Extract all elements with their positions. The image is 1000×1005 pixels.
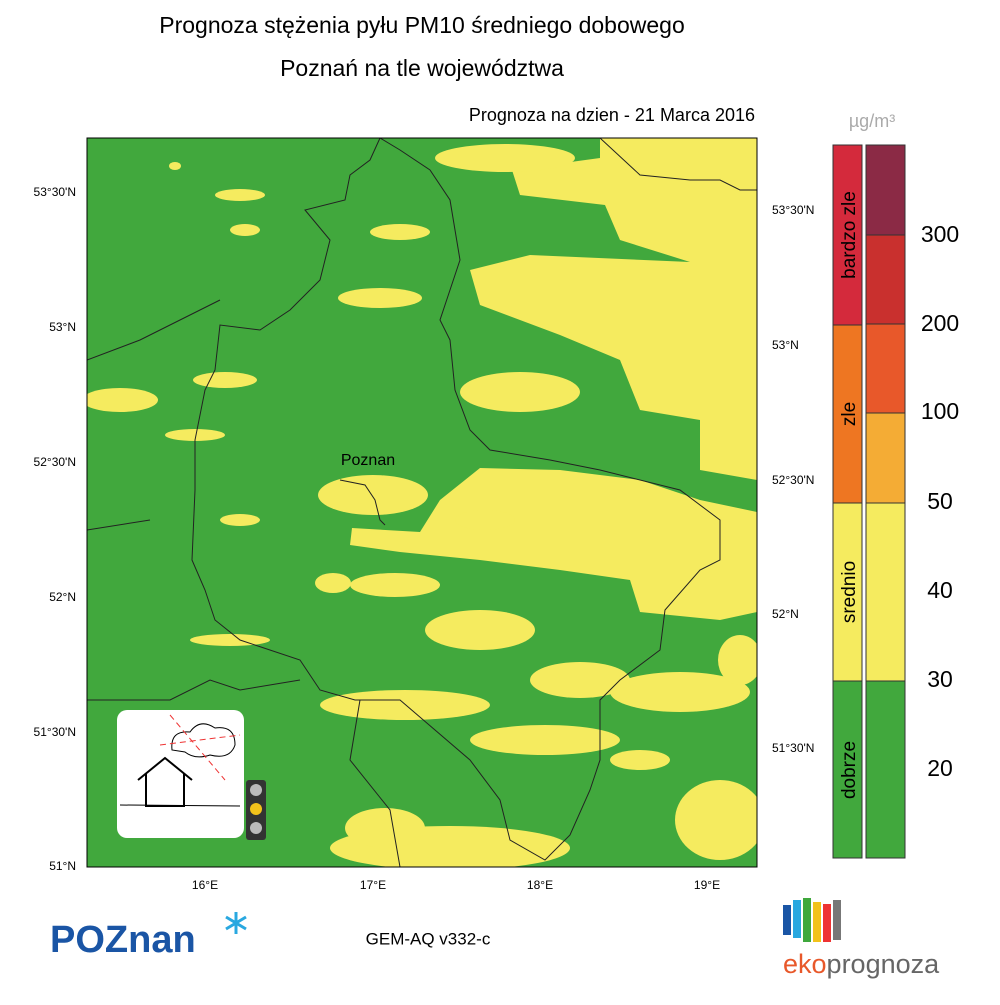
class-bar xyxy=(832,144,863,326)
logo-eko-a: eko xyxy=(783,949,827,979)
logo-star xyxy=(225,912,247,934)
lat-labels-left: 53°30'N 53°N 52°30'N 52°N 51°30'N 51°N xyxy=(34,185,76,873)
logo-poznan: POZnan xyxy=(50,919,196,961)
lon-label: 18°E xyxy=(527,878,553,892)
lat-label: 51°N xyxy=(49,859,76,873)
level-bar xyxy=(865,412,906,504)
lat-label: 53°N xyxy=(772,338,799,352)
inset-icon xyxy=(117,710,266,840)
class-bar xyxy=(832,680,863,859)
lat-label: 51°30'N xyxy=(772,741,814,755)
lat-label: 52°30'N xyxy=(772,473,814,487)
class-label: zle xyxy=(839,402,860,426)
legend: µg/m³ bardzo zle zle srednio dobrze 300 … xyxy=(832,111,959,859)
level-label: 100 xyxy=(921,398,959,424)
level-bar xyxy=(865,502,906,682)
title: Prognoza stężenia pyłu PM10 średniego do… xyxy=(159,12,685,38)
lon-labels: 16°E 17°E 18°E 19°E xyxy=(192,878,720,892)
map: Poznan 53°30'N 53°N 52°30'N 52°N 51°30'N… xyxy=(34,137,814,892)
level-bar xyxy=(865,234,906,325)
class-bar xyxy=(832,502,863,682)
class-bar xyxy=(832,324,863,504)
date: Prognoza na dzien - 21 Marca 2016 xyxy=(469,105,755,125)
lat-label: 52°N xyxy=(772,607,799,621)
level-label: 300 xyxy=(921,221,959,247)
logo-eko-bars xyxy=(783,898,841,942)
class-label: bardzo zle xyxy=(839,191,860,279)
subtitle: Poznań na tle województwa xyxy=(280,55,564,81)
city-label: Poznan xyxy=(341,452,395,469)
legend-unit: µg/m³ xyxy=(849,111,895,131)
level-bar xyxy=(865,144,906,236)
level-label: 50 xyxy=(927,488,953,514)
class-label: dobrze xyxy=(839,741,860,799)
level-label: 200 xyxy=(921,310,959,336)
lat-labels-right: 53°30'N 53°N 52°30'N 52°N 51°30'N xyxy=(772,203,814,755)
lat-label: 52°N xyxy=(49,590,76,604)
level-label: 20 xyxy=(927,755,953,781)
lon-label: 17°E xyxy=(360,878,386,892)
level-label: 30 xyxy=(927,666,953,692)
lon-label: 19°E xyxy=(694,878,720,892)
lat-label: 53°N xyxy=(49,320,76,334)
logo-eko: ekoprognoza xyxy=(783,949,940,979)
level-bar xyxy=(865,680,906,859)
level-bar xyxy=(865,323,906,414)
logo-eko-b: prognoza xyxy=(827,949,941,979)
lat-label: 53°30'N xyxy=(34,185,76,199)
level-label: 40 xyxy=(927,577,953,603)
lat-label: 52°30'N xyxy=(34,455,76,469)
lon-label: 16°E xyxy=(192,878,218,892)
lat-label: 51°30'N xyxy=(34,725,76,739)
model-label: GEM-AQ v332-c xyxy=(366,929,491,948)
lat-label: 53°30'N xyxy=(772,203,814,217)
class-label: srednio xyxy=(839,561,860,623)
